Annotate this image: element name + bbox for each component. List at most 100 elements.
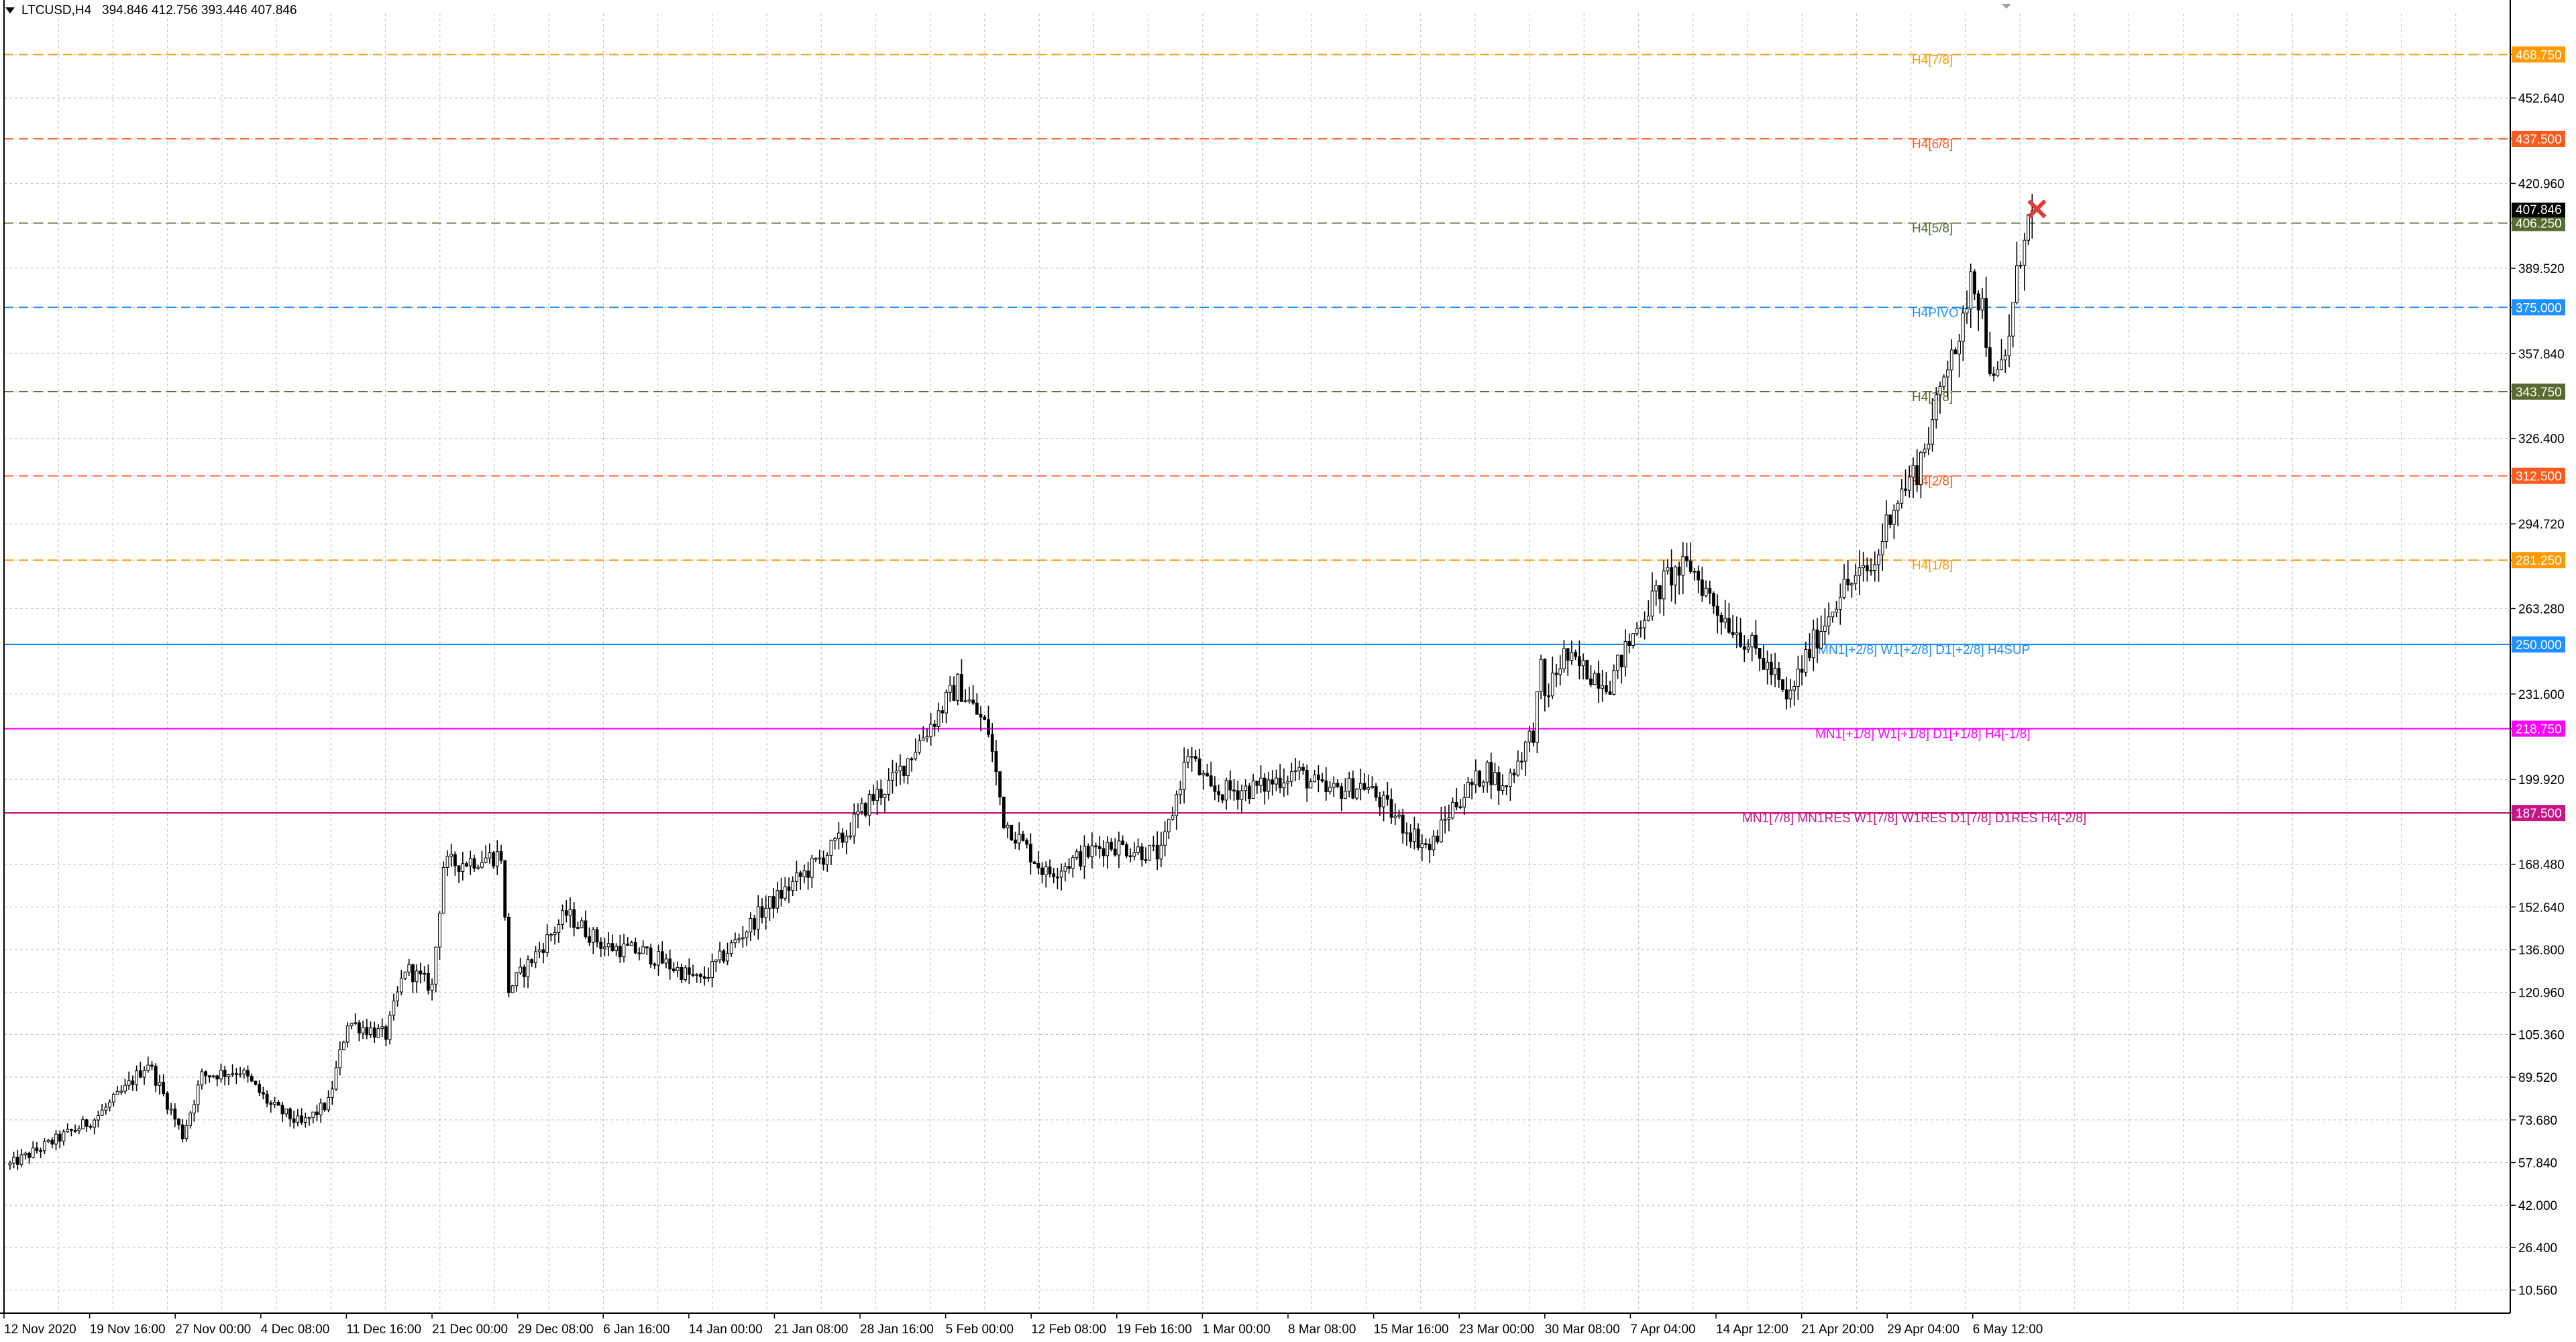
candle-body xyxy=(2015,265,2019,303)
candle-body xyxy=(77,1128,81,1131)
candle-body xyxy=(162,1082,166,1094)
candle-body xyxy=(35,1148,39,1152)
candle-body xyxy=(39,1150,43,1152)
candle-body xyxy=(1466,782,1470,798)
candle-body xyxy=(998,771,1002,797)
candle-body xyxy=(1643,620,1646,628)
candle-body xyxy=(695,974,699,976)
price-tag-bg xyxy=(2512,383,2565,400)
candle-body xyxy=(434,946,438,985)
candle-body xyxy=(956,674,960,701)
candle-body xyxy=(668,958,672,970)
candle-body xyxy=(1440,820,1443,842)
price-tick-label: 136.800 xyxy=(2518,944,2565,958)
candle-body xyxy=(423,972,427,975)
candle-body xyxy=(987,719,990,735)
time-tick-label: 28 Jan 16:00 xyxy=(860,1323,934,1337)
candle-body xyxy=(1758,648,1762,659)
candle-body xyxy=(825,854,829,865)
candle-body xyxy=(1493,772,1497,785)
candle-body xyxy=(749,918,753,933)
candle-body xyxy=(1224,780,1228,801)
candle-body xyxy=(918,740,921,752)
candle-body xyxy=(1248,785,1251,799)
candle-body xyxy=(1010,824,1014,840)
candle-body xyxy=(684,967,687,981)
candle-body xyxy=(1213,785,1217,792)
candle-body xyxy=(837,832,841,839)
candle-body xyxy=(484,857,488,863)
candle-body xyxy=(849,835,852,838)
candle-body xyxy=(1666,567,1670,571)
price-tick-label: 199.920 xyxy=(2518,773,2565,787)
candle-body xyxy=(269,1103,273,1105)
candle-body xyxy=(66,1129,70,1133)
candle-body xyxy=(1447,818,1451,820)
candle-body xyxy=(1961,313,1965,342)
candle-body xyxy=(622,943,626,958)
time-tick-label: 29 Dec 08:00 xyxy=(518,1323,594,1337)
candle-body xyxy=(1067,866,1071,869)
candle-body xyxy=(1124,844,1128,856)
candle-body xyxy=(1992,373,1996,376)
candle-body xyxy=(1727,618,1731,633)
price-tick-label: 105.360 xyxy=(2518,1028,2565,1042)
candle-body xyxy=(1201,773,1205,775)
price-tag-label: 250.000 xyxy=(2516,638,2562,653)
price-tag-bg xyxy=(2512,636,2565,653)
candle-body xyxy=(1171,815,1175,820)
candle-body xyxy=(936,710,941,727)
candle-body xyxy=(1796,669,1800,687)
candle-body xyxy=(1240,790,1244,800)
candle-body xyxy=(1742,646,1746,650)
candle-body xyxy=(207,1075,211,1078)
candle-body xyxy=(1351,778,1355,799)
candle-body xyxy=(1896,502,1900,511)
candle-body xyxy=(1566,648,1570,661)
candle-body xyxy=(691,974,695,976)
candle-body xyxy=(1731,632,1735,635)
candle-body xyxy=(1275,777,1278,785)
candle-body xyxy=(1278,777,1282,789)
candle-body xyxy=(526,959,530,978)
price-tag-label: 312.500 xyxy=(2516,470,2562,484)
candle-body xyxy=(875,789,879,801)
candle-body xyxy=(1543,659,1547,696)
candle-body xyxy=(561,910,564,925)
candle-body xyxy=(280,1105,284,1115)
price-tag-label: 218.750 xyxy=(2516,723,2562,737)
symbol-menu-arrow-icon[interactable] xyxy=(5,7,15,13)
price-tag-label: 343.750 xyxy=(2516,386,2562,400)
candle-body xyxy=(519,966,523,974)
time-tick-label: 14 Jan 00:00 xyxy=(689,1323,763,1337)
candle-body xyxy=(806,871,810,878)
candle-body xyxy=(231,1073,235,1075)
candle-body xyxy=(1735,632,1739,635)
candle-body xyxy=(319,1103,323,1115)
candle-body xyxy=(411,964,415,983)
candle-body xyxy=(85,1119,89,1127)
candle-body xyxy=(223,1070,227,1077)
candle-body xyxy=(672,968,676,972)
candle-body xyxy=(507,917,511,993)
candle-body xyxy=(1819,631,1823,649)
candle-body xyxy=(1516,761,1520,776)
candle-body xyxy=(1505,785,1509,787)
candle-body xyxy=(791,881,795,891)
candle-body xyxy=(1186,756,1190,763)
candle-body xyxy=(921,737,925,741)
candle-body xyxy=(1148,844,1152,861)
candle-body xyxy=(1106,842,1110,856)
candle-body xyxy=(1347,778,1351,792)
candle-body xyxy=(1934,394,1938,421)
price-tick-label: 231.600 xyxy=(2518,688,2565,702)
candle-body xyxy=(1255,780,1259,786)
candle-body xyxy=(588,936,591,943)
candle-body xyxy=(69,1129,73,1131)
candle-body xyxy=(1443,819,1447,821)
candle-body xyxy=(1320,779,1324,781)
candle-body xyxy=(1777,668,1781,680)
candle-body xyxy=(1550,672,1554,697)
